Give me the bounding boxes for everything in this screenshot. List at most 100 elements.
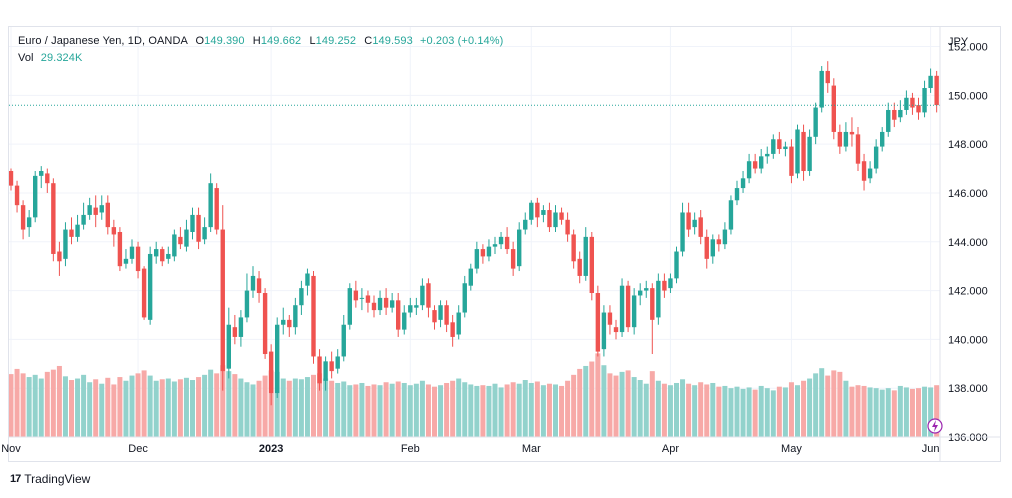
candle-body [238, 317, 244, 337]
candle-body [105, 202, 110, 228]
candle-body [916, 105, 921, 113]
volume-bar [546, 383, 552, 437]
volume-bar [825, 375, 831, 437]
candle-body [117, 232, 123, 267]
volume-bar [250, 384, 256, 437]
volume-bar [105, 377, 111, 437]
candle-body [710, 239, 715, 257]
candle-body [305, 273, 310, 286]
change-value: +0.203 (+0.14%) [419, 35, 504, 47]
volume-bar [395, 381, 401, 437]
volume-bar [262, 375, 268, 437]
x-tick-label: 2023 [259, 443, 283, 455]
volume-bar [788, 382, 794, 437]
y-tick-label: 138.000 [948, 383, 988, 395]
lightning-event-icon[interactable] [927, 418, 943, 434]
volume-bar [87, 382, 93, 437]
volume-bar [456, 378, 462, 437]
candle-body [716, 239, 722, 245]
volume-bar [843, 380, 849, 437]
candle-body [529, 202, 534, 220]
candle-body [383, 297, 389, 308]
symbol-title[interactable]: Euro / Japanese Yen, 1D, OANDA [18, 35, 188, 47]
candle-body [39, 170, 44, 176]
volume-bar [232, 374, 238, 437]
volume-bar [32, 374, 38, 437]
volume-bar [540, 385, 546, 437]
volume-bar [62, 376, 68, 437]
candle-body [432, 310, 437, 323]
volume-bar [680, 379, 686, 437]
candle-body [456, 312, 461, 335]
volume-bar [353, 384, 359, 437]
y-tick-label: 136.000 [948, 432, 988, 444]
candle-body [813, 107, 818, 137]
volume-bar [637, 380, 643, 437]
candle-body [740, 178, 746, 189]
plot-area[interactable] [9, 61, 952, 437]
volume-bar [214, 373, 220, 437]
candle-body [14, 185, 20, 206]
candle-body [867, 168, 873, 179]
candle-body [650, 288, 655, 320]
candle-body [335, 356, 340, 369]
volume-bar [764, 388, 770, 437]
volume-bar [946, 389, 951, 437]
volume-bar [9, 374, 14, 437]
candle-body [341, 324, 346, 357]
volume-bar [341, 381, 347, 437]
volume-bar [317, 373, 323, 437]
volume-bar [468, 384, 474, 437]
volume-bar [486, 385, 492, 437]
candle-body [275, 324, 280, 394]
volume-bar [413, 383, 419, 437]
volume-bar [849, 386, 855, 437]
volume-bar [129, 375, 135, 437]
candle-body [541, 210, 546, 215]
y-tick-label: 150.000 [948, 90, 988, 102]
volume-bar [655, 380, 661, 437]
volume-bar [196, 377, 202, 437]
candle-body [855, 134, 861, 164]
candle-body [33, 175, 38, 218]
volume-bar [389, 383, 395, 437]
y-tick-label: 144.000 [948, 237, 988, 249]
volume-bar [171, 381, 177, 437]
candle-body [396, 300, 401, 330]
volume-label[interactable]: Vol [18, 52, 34, 64]
volume-bar [522, 380, 528, 437]
candle-body [619, 285, 625, 333]
volume-bar [50, 369, 56, 437]
candle-body [849, 131, 855, 135]
volume-bar [758, 385, 764, 437]
candle-body [631, 295, 637, 328]
volume-bar [855, 385, 861, 437]
volume-bar [117, 377, 123, 437]
candle-body [559, 212, 564, 220]
volume-bar [365, 385, 371, 437]
y-axis-title: JPY [948, 36, 969, 48]
candle-body [656, 280, 661, 318]
tradingview-brand[interactable]: 17 TradingView [10, 472, 90, 486]
volume-bar [147, 375, 153, 437]
y-tick-label: 148.000 [948, 139, 988, 151]
candle-body [329, 361, 334, 372]
close-label: C [364, 35, 373, 47]
candle-body [63, 229, 68, 259]
close-value: 149.593 [372, 35, 413, 47]
volume-bar [177, 379, 183, 437]
volume-bar [20, 373, 26, 437]
volume-bar [244, 382, 250, 437]
volume-bar [75, 378, 81, 437]
volume-bar [710, 382, 716, 437]
candle-body [765, 153, 770, 157]
volume-bar [492, 383, 498, 437]
volume-bar [698, 382, 704, 437]
volume-bar [81, 374, 87, 437]
volume-bar [480, 385, 486, 437]
volume-bar [425, 384, 431, 437]
volume-bar [462, 382, 468, 437]
candle-body [728, 200, 734, 230]
volume-bar [704, 384, 710, 437]
